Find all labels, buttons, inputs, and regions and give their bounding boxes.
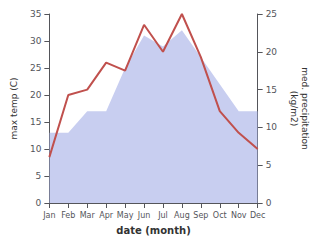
svg-text:med. precipitation: med. precipitation: [300, 67, 310, 149]
svg-text:Aug: Aug: [174, 211, 190, 220]
svg-text:0: 0: [266, 198, 272, 208]
svg-text:20: 20: [266, 47, 278, 57]
svg-text:Feb: Feb: [61, 211, 75, 220]
svg-text:20: 20: [30, 90, 42, 100]
svg-text:Apr: Apr: [99, 211, 114, 220]
svg-text:Sep: Sep: [193, 211, 208, 220]
svg-text:5: 5: [36, 171, 42, 181]
svg-text:15: 15: [266, 85, 277, 95]
svg-text:Oct: Oct: [213, 211, 227, 220]
svg-text:30: 30: [30, 36, 42, 46]
svg-text:date (month): date (month): [116, 225, 190, 236]
svg-text:5: 5: [266, 160, 272, 170]
svg-text:May: May: [117, 211, 134, 220]
svg-text:Mar: Mar: [80, 211, 96, 220]
svg-text:Jun: Jun: [137, 211, 151, 220]
svg-text:Jan: Jan: [42, 211, 55, 220]
svg-text:0: 0: [36, 198, 42, 208]
svg-text:Jul: Jul: [157, 211, 168, 220]
svg-text:10: 10: [266, 122, 278, 132]
svg-text:(kg/m2): (kg/m2): [289, 91, 299, 126]
svg-text:25: 25: [30, 63, 41, 73]
svg-text:Nov: Nov: [231, 211, 247, 220]
svg-text:Dec: Dec: [250, 211, 265, 220]
svg-text:25: 25: [266, 9, 277, 19]
svg-text:35: 35: [30, 9, 41, 19]
svg-text:15: 15: [30, 117, 41, 127]
svg-text:10: 10: [30, 144, 42, 154]
svg-text:max temp (C): max temp (C): [9, 77, 19, 139]
